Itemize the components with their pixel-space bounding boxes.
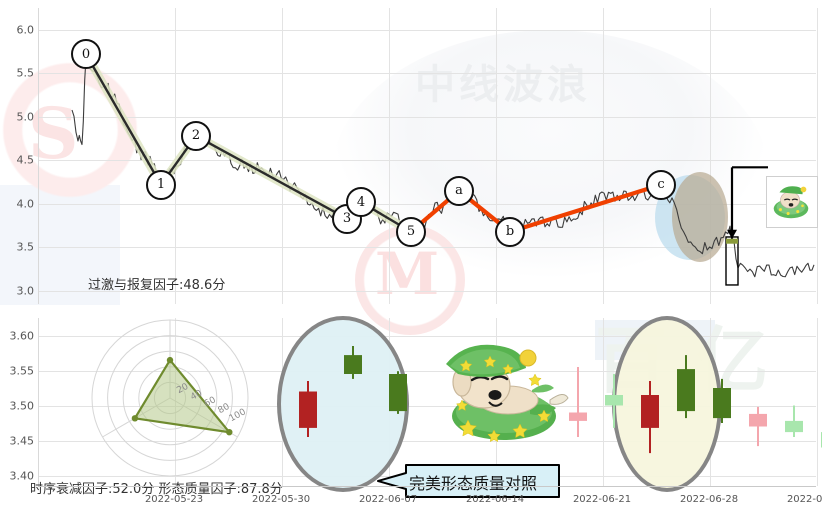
y-axis-tick-label: 3.40 xyxy=(9,469,35,482)
y-axis-tick-label: 3.5 xyxy=(16,240,35,254)
radar-tick-label: 20 xyxy=(175,382,190,396)
x-axis-tick-label: 2022-05-23 xyxy=(144,494,204,505)
wave-node-b: b xyxy=(495,216,525,247)
y-axis-tick-label: 5.5 xyxy=(16,66,35,80)
radar-tick-label: 40 xyxy=(189,388,204,402)
candle-right-body xyxy=(569,412,587,421)
y-axis-tick-label: 3.50 xyxy=(9,399,35,412)
y-axis-tick-label: 3.0 xyxy=(16,284,35,298)
candle-left-body xyxy=(299,391,317,428)
leader-arrowhead xyxy=(727,229,737,239)
top-panel-annotation: 过激与报复因子:48.6分 xyxy=(88,278,226,293)
y-axis-tick-label: 3.55 xyxy=(9,364,35,377)
callout-text: 完美形态质量对照 xyxy=(409,474,538,493)
y-axis-tick-label: 3.45 xyxy=(9,434,35,447)
callout-banner: 完美形态质量对照 xyxy=(376,464,560,498)
wave-node-1: 1 xyxy=(146,169,176,200)
gridline-vertical xyxy=(496,8,497,304)
y-axis-tick-label: 4.5 xyxy=(16,153,35,167)
gridline-horizontal xyxy=(39,290,816,292)
price-line xyxy=(71,57,815,278)
gridline-horizontal xyxy=(39,29,816,31)
candle-right-body xyxy=(677,369,695,412)
gridline-horizontal xyxy=(39,247,816,249)
x-axis-tick-label: 2022-06-07 xyxy=(358,494,418,505)
gridline-horizontal xyxy=(39,203,816,205)
sleeping-dog-icon xyxy=(766,176,818,228)
radar-polygon xyxy=(133,358,232,434)
gridline-horizontal xyxy=(39,405,816,407)
gridline-vertical xyxy=(817,8,818,304)
gridline-vertical xyxy=(389,8,390,304)
candle-right-body xyxy=(785,420,803,433)
gridline-horizontal xyxy=(39,440,816,442)
candle-right-body xyxy=(605,395,623,406)
gridline-horizontal xyxy=(39,370,816,372)
x-axis-tick-label: 2022-06-28 xyxy=(679,494,739,505)
gridline-vertical xyxy=(603,318,604,486)
radar-vertex xyxy=(226,429,233,436)
gridline-vertical xyxy=(603,8,604,304)
top-panel-y-axis: 6.0 5.5 5.0 4.5 4.0 3.5 3.0 xyxy=(0,8,35,304)
candle-left-body xyxy=(344,355,362,374)
radar-vertex xyxy=(131,415,139,422)
candle-right-body xyxy=(749,413,767,427)
gridline-horizontal xyxy=(39,73,816,75)
x-axis-tick-label: 2022-05-30 xyxy=(251,494,311,505)
wave-segment xyxy=(507,182,664,234)
price-marker-fill xyxy=(726,238,738,244)
gridline-vertical xyxy=(282,8,283,304)
x-axis-tick-label: 2022-06-21 xyxy=(572,494,632,505)
radar-vertex xyxy=(166,356,174,364)
price-panel xyxy=(38,8,818,304)
price-marker-box xyxy=(725,236,739,286)
gridline-vertical xyxy=(175,8,176,304)
radar-tick-label: 60 xyxy=(203,395,218,409)
wave-segment xyxy=(84,52,163,186)
sleeping-dog-illustration xyxy=(432,338,572,448)
x-axis-tick-label: 2022-06-14 xyxy=(465,494,525,505)
bottom-panel-y-axis: 3.60 3.55 3.50 3.45 3.40 xyxy=(0,318,35,486)
wave-node-5: 5 xyxy=(396,216,426,247)
radar-tick-label: 80 xyxy=(217,402,232,416)
wave-segment xyxy=(194,134,349,220)
gridline-vertical xyxy=(817,318,818,486)
gridline-vertical xyxy=(710,8,711,304)
bottom-panel-annotation: 时序衰减因子:52.0分 形态质量因子:87.8分 xyxy=(30,482,283,497)
wave-node-4: 4 xyxy=(346,187,376,218)
gridline-horizontal xyxy=(39,160,816,162)
y-axis-tick-label: 6.0 xyxy=(16,23,35,37)
highlight-ellipse-brown xyxy=(672,172,728,262)
candle-right-body xyxy=(641,395,659,428)
wave-node-c: c xyxy=(646,169,676,200)
gridline-horizontal xyxy=(39,335,816,337)
wave-node-0: 0 xyxy=(71,39,101,70)
y-axis-tick-label: 4.0 xyxy=(16,197,35,211)
x-axis: 2022-05-23 2022-05-30 2022-06-07 2022-06-14… xyxy=(38,486,822,517)
candle-left-body xyxy=(389,374,407,412)
x-axis-tick-label: 2022-07-05 xyxy=(786,494,822,505)
wave-node-a: a xyxy=(444,175,474,206)
gridline-horizontal xyxy=(39,116,816,118)
y-axis-tick-label: 5.0 xyxy=(16,110,35,124)
wave-node-2: 2 xyxy=(181,120,211,151)
y-axis-tick-label: 3.60 xyxy=(9,329,35,342)
candle-right-body xyxy=(713,388,731,419)
